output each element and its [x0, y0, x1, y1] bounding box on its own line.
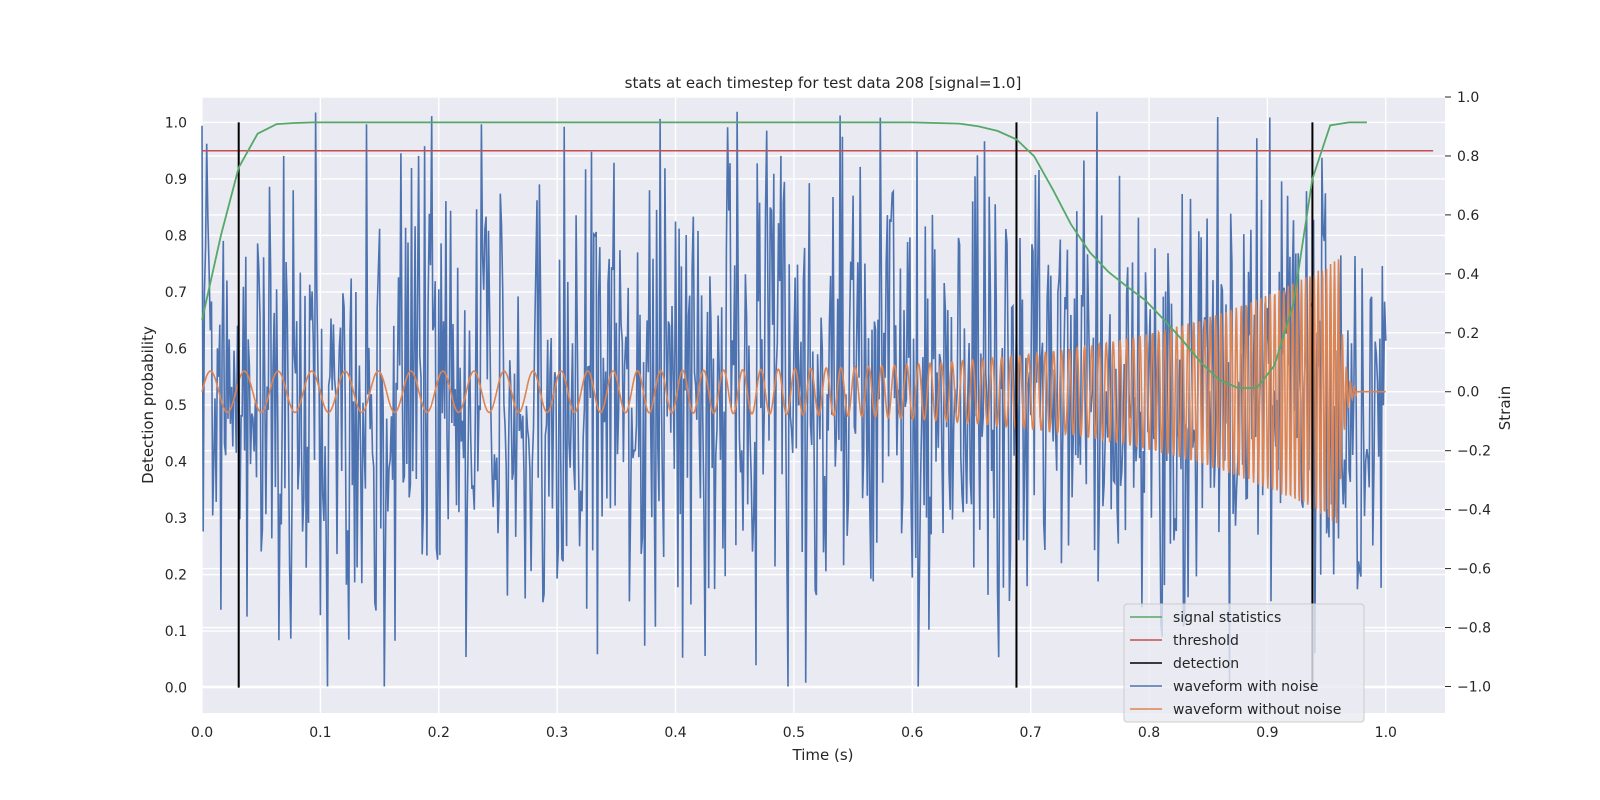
series-waveform-without-noise	[201, 259, 1386, 524]
y-tick-label-right: 0.0	[1457, 385, 1479, 401]
y-axis-right: −1.0 −0.8 −0.6 −0.4 −0.2 0.0 0.2 0.4 0.6 0.8 1.0	[1445, 90, 1491, 695]
x-tick-label: 0.7	[1020, 725, 1042, 741]
y-tick-label-left: 0.2	[165, 568, 187, 584]
y-tick-label-right: −1.0	[1457, 679, 1491, 695]
y-tick-label-left: 0.7	[165, 285, 187, 301]
y-tick-label-left: 0.8	[165, 228, 187, 244]
y-tick-label-left: 0.9	[165, 172, 187, 188]
legend-label-waveform-without-noise: waveform without noise	[1173, 702, 1341, 718]
y-axis-label-left: Detection probability	[139, 326, 157, 484]
x-tick-label: 0.9	[1256, 725, 1278, 741]
y-tick-label-left: 0.0	[165, 681, 187, 697]
y-tick-label-right: 0.6	[1457, 208, 1479, 224]
legend-label-detection: detection	[1173, 656, 1239, 672]
y-axis-left: 0.0 0.1 0.2 0.3 0.4 0.5 0.6 0.7 0.8 0.9 1.0	[165, 115, 187, 696]
y-tick-label-right: 1.0	[1457, 90, 1479, 106]
x-tick-label: 0.6	[901, 725, 923, 741]
y-tick-label-left: 0.3	[165, 511, 187, 527]
y-tick-label-left: 0.6	[165, 341, 187, 357]
x-axis: 0.0 0.1 0.2 0.3 0.4 0.5 0.6 0.7 0.8 0.9 1.0	[191, 725, 1397, 741]
y-tick-label-right: 0.8	[1457, 149, 1479, 165]
y-tick-label-right: −0.6	[1457, 562, 1491, 578]
x-tick-label: 0.3	[546, 725, 568, 741]
x-axis-label: Time (s)	[792, 746, 854, 764]
series-signal-statistics	[201, 121, 1367, 389]
chart-title: stats at each timestep for test data 208…	[625, 74, 1022, 92]
x-tick-label: 0.1	[309, 725, 331, 741]
x-tick-label: 0.4	[664, 725, 686, 741]
x-tick-label: 0.2	[428, 725, 450, 741]
plot-area	[201, 111, 1434, 688]
y-tick-label-left: 1.0	[165, 115, 187, 131]
x-tick-label: 1.0	[1375, 725, 1397, 741]
x-tick-label: 0.8	[1138, 725, 1160, 741]
y-tick-label-right: −0.2	[1457, 444, 1491, 460]
x-tick-label: 0.5	[783, 725, 805, 741]
y-tick-label-right: 0.4	[1457, 267, 1479, 283]
y-tick-label-right: 0.2	[1457, 326, 1479, 342]
series-waveform-with-noise	[201, 111, 1387, 687]
y-tick-label-left: 0.1	[165, 624, 187, 640]
legend-box	[1123, 603, 1365, 723]
y-tick-label-left: 0.4	[165, 455, 187, 471]
legend-label-threshold: threshold	[1173, 633, 1239, 649]
x-tick-label: 0.0	[191, 725, 213, 741]
y-tick-label-left: 0.5	[165, 398, 187, 414]
y-tick-label-right: −0.4	[1457, 503, 1491, 519]
legend-label-waveform-with-noise: waveform with noise	[1173, 679, 1318, 695]
y-tick-label-right: −0.8	[1457, 621, 1491, 637]
y-axis-label-right: Strain	[1496, 386, 1514, 430]
legend: signal statistics threshold detection wa…	[1123, 603, 1365, 723]
legend-label-signal-statistics: signal statistics	[1173, 610, 1281, 626]
